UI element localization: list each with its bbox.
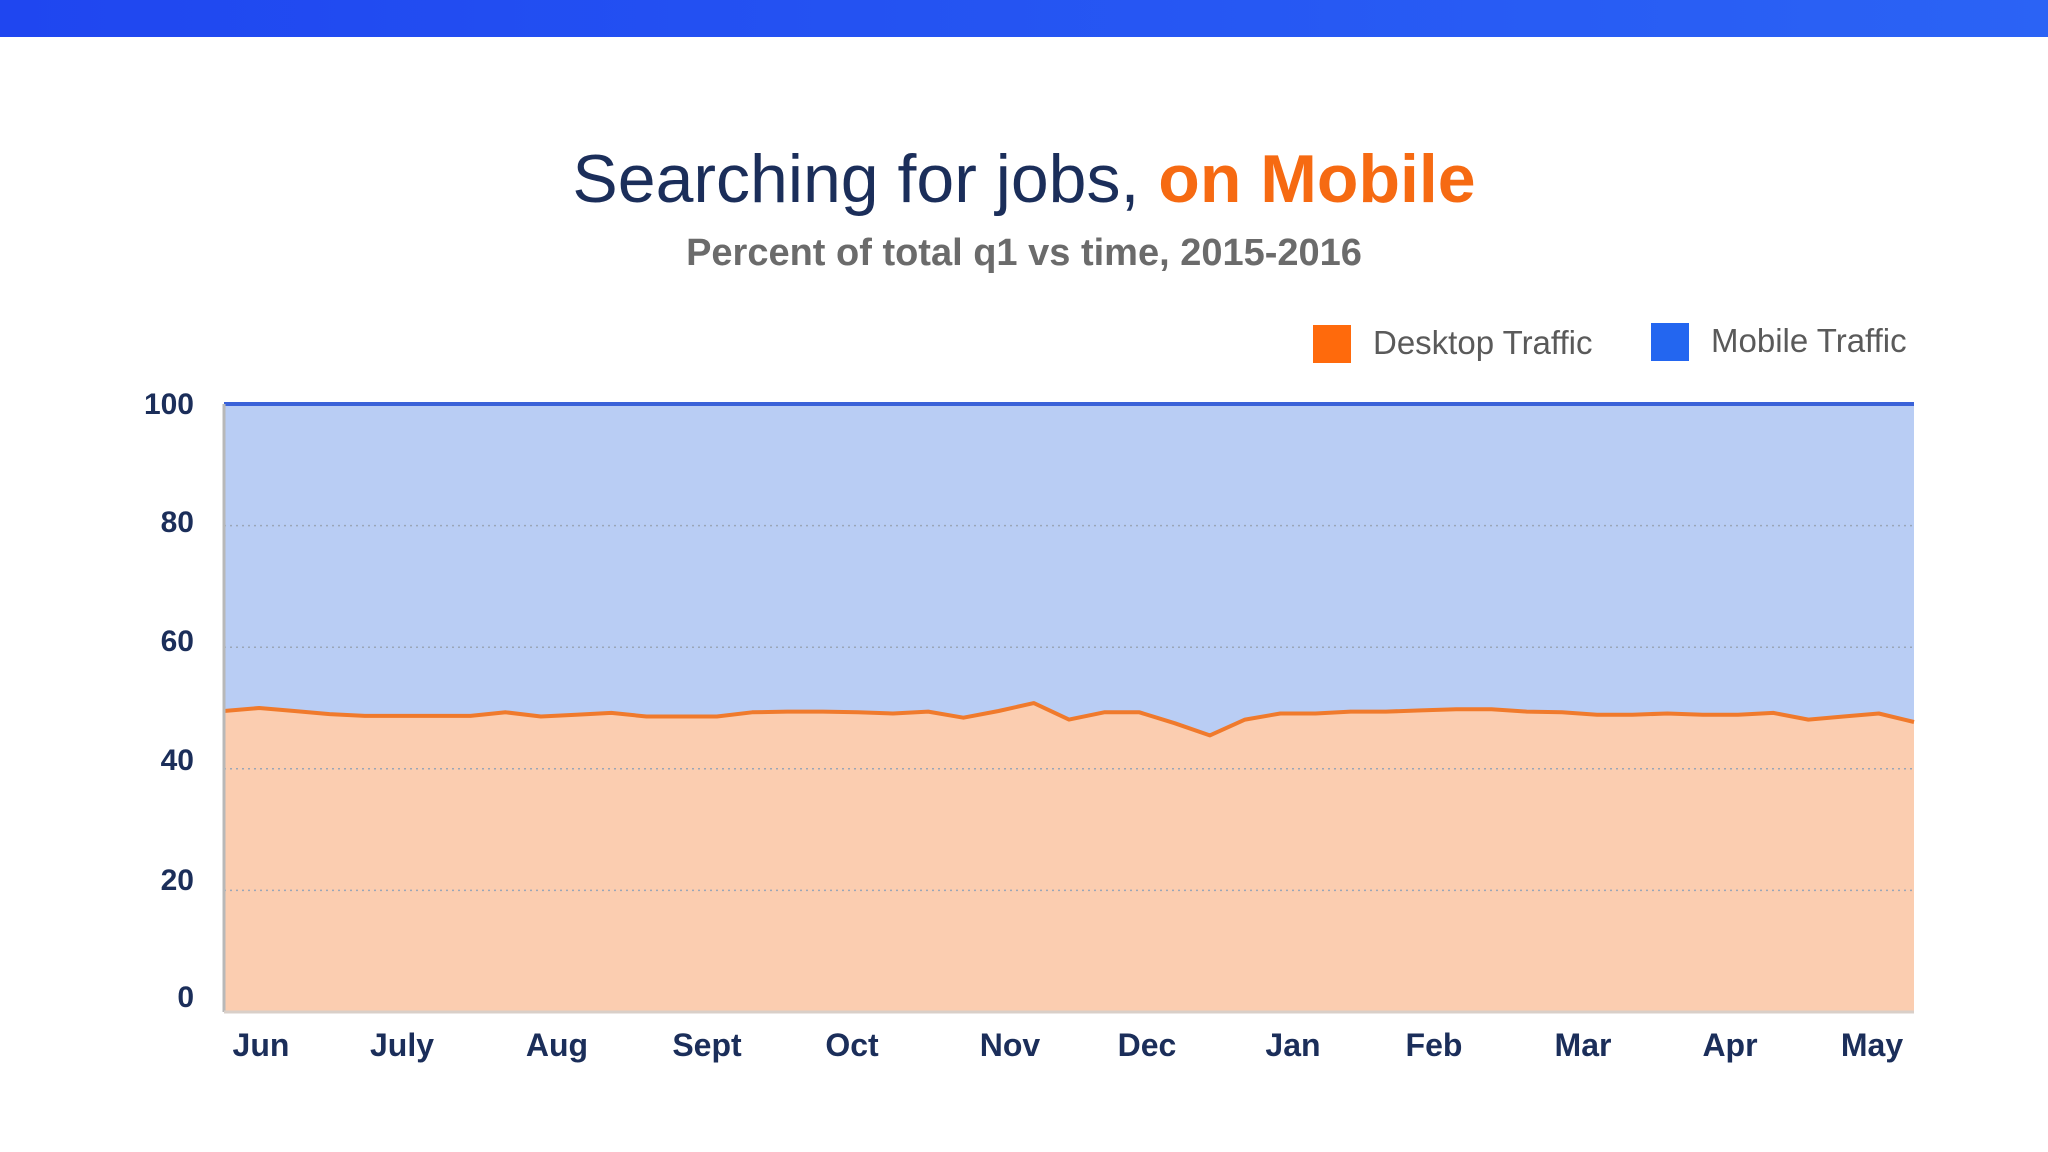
legend-label-desktop: Desktop Traffic: [1373, 324, 1592, 361]
x-axis-ticks: Jun July Aug Sept Oct Nov Dec Jan Feb Mar Apr May: [233, 1027, 1904, 1063]
chart-title-accent: on Mobile: [1158, 141, 1476, 217]
y-tick-label: 40: [161, 744, 194, 777]
x-tick-label: Apr: [1702, 1027, 1757, 1063]
x-tick-label: Oct: [825, 1027, 879, 1063]
x-tick-label: Aug: [526, 1027, 588, 1063]
desktop-traffic-area: [224, 703, 1914, 1012]
x-tick-label: Dec: [1118, 1027, 1177, 1063]
desktop-traffic-line: [223, 701, 1915, 738]
x-tick-label: Feb: [1406, 1027, 1463, 1063]
y-tick-label: 0: [177, 981, 194, 1014]
legend-swatch-desktop: [1313, 325, 1351, 363]
legend-swatch-mobile: [1651, 323, 1689, 361]
chart-title-main: Searching for jobs,: [572, 141, 1140, 217]
legend-label-mobile: Mobile Traffic: [1711, 322, 1907, 359]
top-banner: [0, 0, 2048, 37]
chart-subtitle: Percent of total q1 vs time, 2015-2016: [686, 232, 1362, 274]
x-tick-label: July: [370, 1027, 434, 1063]
x-tick-label: Mar: [1555, 1027, 1612, 1063]
y-tick-label: 80: [161, 506, 194, 539]
x-tick-label: Jun: [233, 1027, 290, 1063]
mobile-traffic-area: [224, 404, 1914, 736]
y-tick-label: 20: [161, 864, 194, 897]
x-tick-label: Nov: [980, 1027, 1041, 1063]
y-axis-ticks: 0 20 40 60 80 100: [144, 388, 194, 1014]
legend: Desktop Traffic Mobile Traffic: [1313, 322, 1907, 363]
x-tick-label: Jan: [1265, 1027, 1320, 1063]
x-tick-label: Sept: [672, 1027, 742, 1063]
y-tick-label: 60: [161, 625, 194, 658]
y-tick-label: 100: [144, 388, 194, 421]
x-tick-label: May: [1841, 1027, 1903, 1063]
chart-title: Searching for jobs, on Mobile: [0, 140, 2048, 218]
